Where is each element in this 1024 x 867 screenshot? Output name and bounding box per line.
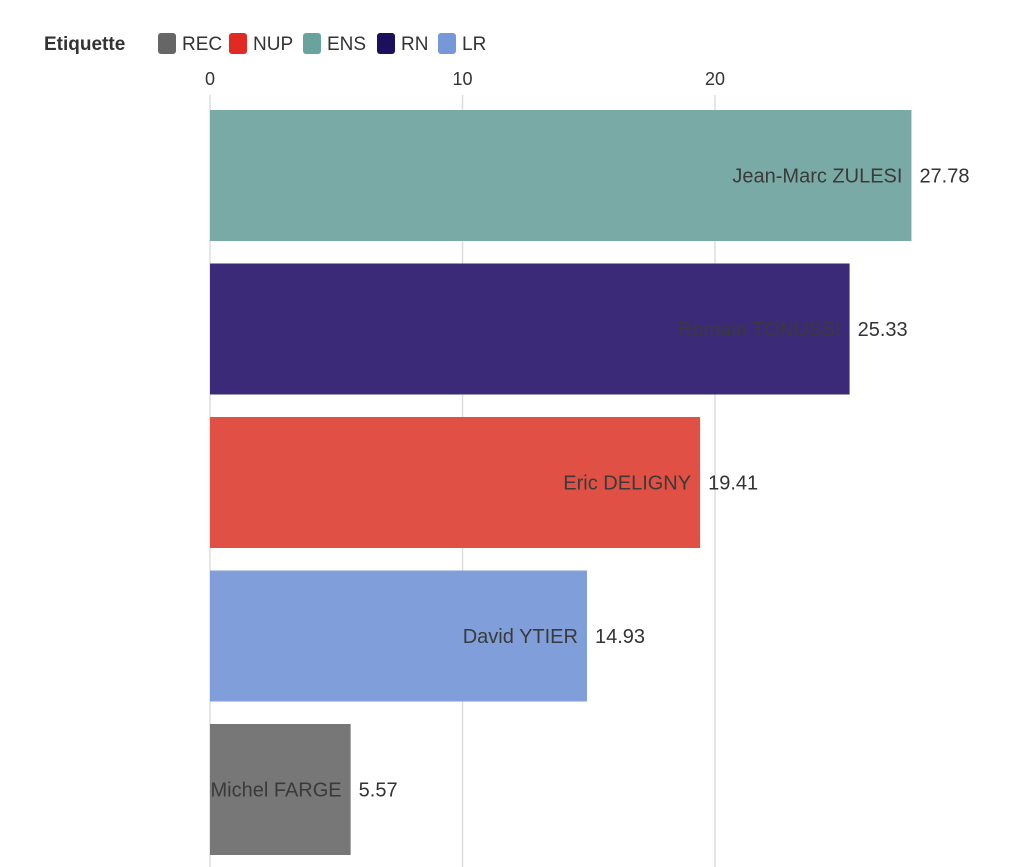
bar-nup[interactable] — [210, 417, 701, 548]
x-tick-label-0: 0 — [205, 69, 215, 89]
bar-category-label: Jean-Marc ZULESI — [732, 166, 902, 188]
bar-labels: Jean-Marc ZULESI 27.78 Romain TONUSSI 25.33… — [210, 166, 969, 802]
bar-category-label: David YTIER — [463, 626, 578, 648]
bar-rn[interactable] — [210, 263, 850, 395]
legend-swatch-ens — [303, 33, 321, 54]
bar-value-label: 25.33 — [858, 319, 908, 341]
legend: Etiquette REC NUP ENS RN LR — [44, 33, 486, 55]
bar-value-label: 14.93 — [595, 626, 645, 648]
bar-value-label: 5.57 — [359, 780, 398, 802]
x-tick-label-20: 20 — [705, 69, 725, 89]
legend-swatch-nup — [229, 33, 247, 54]
bar-value-label: 27.78 — [919, 166, 969, 188]
bars — [210, 110, 912, 855]
legend-label-lr: LR — [462, 34, 486, 55]
bar-lr[interactable] — [210, 570, 587, 702]
bar-category-label: Michel FARGE — [210, 780, 341, 802]
legend-swatch-lr — [438, 33, 456, 54]
legend-label-ens: ENS — [327, 34, 366, 55]
legend-label-rec: REC — [182, 34, 222, 55]
bar-value-label: 19.41 — [708, 473, 758, 495]
x-tick-label-10: 10 — [452, 69, 472, 89]
bar-category-label: Romain TONUSSI — [678, 319, 841, 341]
legend-label-nup: NUP — [253, 34, 293, 55]
bar-rec[interactable] — [210, 724, 351, 855]
bar-category-label: Eric DELIGNY — [563, 473, 691, 495]
legend-label-rn: RN — [401, 34, 428, 55]
legend-swatch-rn — [377, 33, 395, 54]
legend-title: Etiquette — [44, 34, 125, 55]
bar-ens[interactable] — [210, 110, 912, 241]
legend-swatch-rec — [158, 33, 176, 54]
